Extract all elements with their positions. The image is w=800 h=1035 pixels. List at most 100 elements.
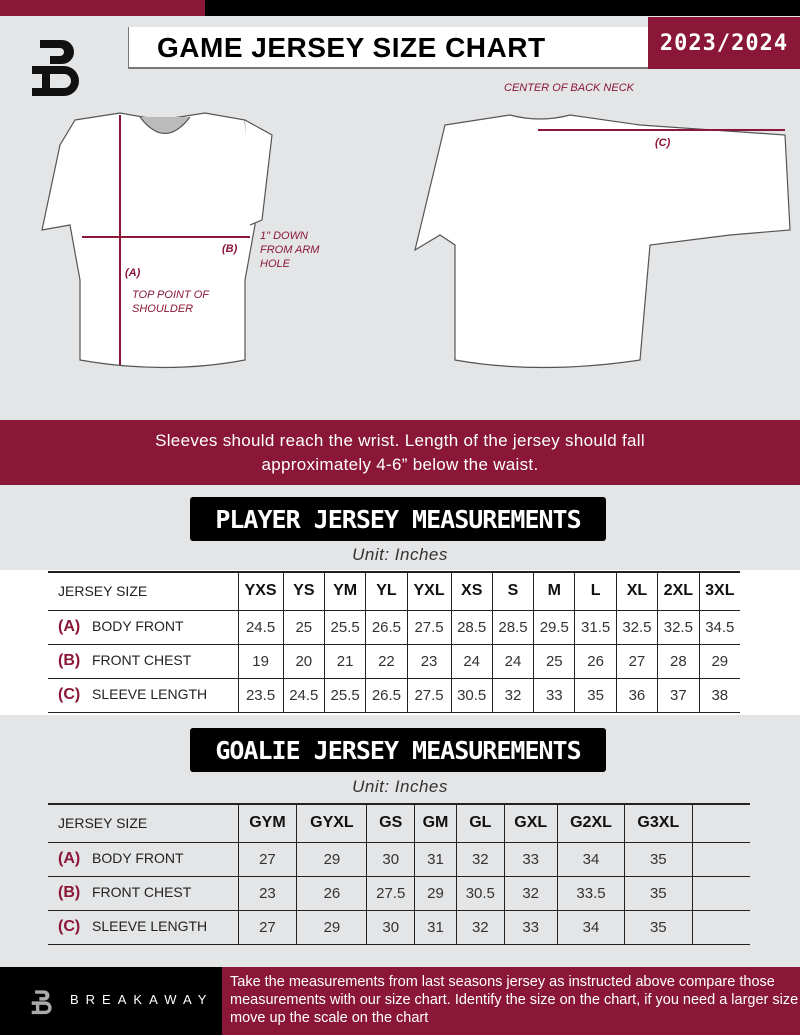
title-box: GAME JERSEY SIZE CHART xyxy=(128,27,650,69)
table-cell: 19 xyxy=(237,644,284,678)
table-cell xyxy=(691,876,750,910)
player-table: JERSEY SIZE YXS YS YM YL YXL XS S M L XL 2XL 3XL (A)… xyxy=(48,571,740,713)
table-cell: 37 xyxy=(657,678,700,712)
table-cell: 32.5 xyxy=(657,610,700,644)
center-back-neck-label: CENTER OF BACK NECK xyxy=(504,82,634,94)
size-header: XS xyxy=(450,572,493,610)
size-header: GXL xyxy=(503,804,558,842)
table-cell: 34 xyxy=(556,910,625,944)
table-cell: 32 xyxy=(491,678,534,712)
row-label-text: SLEEVE LENGTH xyxy=(92,686,208,702)
row-letter: (B) xyxy=(58,884,81,901)
table-cell: 20 xyxy=(282,644,325,678)
table-row: (A) BODY FRONT 24.5 25 25.5 26.5 27.5 28.5 28.5 2… xyxy=(48,610,740,644)
table-cell: 34 xyxy=(556,842,625,876)
row-label: (A) BODY FRONT xyxy=(48,610,238,644)
table-cell: 30.5 xyxy=(456,876,505,910)
table-cell: 26.5 xyxy=(365,610,408,644)
table-cell: 23.5 xyxy=(237,678,284,712)
table-cell: 30 xyxy=(366,910,415,944)
size-header: G3XL xyxy=(624,804,692,842)
size-header: M xyxy=(533,572,575,610)
table-cell: 33 xyxy=(503,842,558,876)
table-cell: 29.5 xyxy=(533,610,575,644)
row-label: (B) FRONT CHEST xyxy=(48,876,238,910)
row-letter: (C) xyxy=(58,918,81,935)
table-cell: 24.5 xyxy=(282,678,325,712)
goalie-header-row: JERSEY SIZE GYM GYXL GS GM GL GXL G2XL G3XL xyxy=(48,804,750,842)
table-cell: 25.5 xyxy=(323,610,366,644)
jersey-diagram xyxy=(41,112,791,369)
table-cell: 22 xyxy=(365,644,408,678)
size-header: YM xyxy=(323,572,366,610)
row-label: (A) BODY FRONT xyxy=(48,842,238,876)
footer-note: Take the measurements from last seasons … xyxy=(222,967,800,1035)
table-cell: 28.5 xyxy=(450,610,493,644)
label-a: (A) xyxy=(125,267,141,279)
size-header: GYM xyxy=(237,804,297,842)
row-label: (B) FRONT CHEST xyxy=(48,644,238,678)
size-header: G2XL xyxy=(556,804,625,842)
table-cell: 27 xyxy=(615,644,658,678)
table-cell: 25.5 xyxy=(323,678,366,712)
table-cell: 28.5 xyxy=(491,610,534,644)
row-letter: (A) xyxy=(58,618,81,635)
table-cell: 31 xyxy=(413,842,457,876)
breakaway-footer-logo-icon xyxy=(31,990,52,1015)
table-cell: 25 xyxy=(533,644,575,678)
instruction-line-2: approximately 4-6” below the waist. xyxy=(261,455,539,474)
player-unit: Unit: Inches xyxy=(352,545,448,564)
goalie-table: JERSEY SIZE GYM GYXL GS GM GL GXL G2XL G3XL (A) B… xyxy=(48,803,750,945)
table-cell: 35 xyxy=(624,842,692,876)
row-letter: (A) xyxy=(58,850,81,867)
table-cell: 26 xyxy=(296,876,367,910)
table-cell: 32 xyxy=(456,910,505,944)
size-header: XL xyxy=(615,572,658,610)
table-cell: 26.5 xyxy=(365,678,408,712)
row-label-text: BODY FRONT xyxy=(92,850,184,866)
table-cell: 30 xyxy=(366,842,415,876)
table-cell: 24.5 xyxy=(237,610,284,644)
table-row: (B) FRONT CHEST 19 20 21 22 23 24 24 25 26 27 28 29 xyxy=(48,644,740,678)
table-cell xyxy=(691,910,750,944)
table-cell: 32 xyxy=(456,842,505,876)
footer-brand-panel xyxy=(0,967,222,1035)
table-cell: 29 xyxy=(698,644,740,678)
table-cell: 23 xyxy=(406,644,452,678)
size-header: YS xyxy=(282,572,325,610)
footer-brand-name: BREAKAWAY xyxy=(70,992,214,1007)
top-accent-bar xyxy=(0,0,205,16)
page-title: GAME JERSEY SIZE CHART xyxy=(157,32,546,63)
table-cell: 32 xyxy=(503,876,558,910)
row-label-text: BODY FRONT xyxy=(92,618,184,634)
size-header: GL xyxy=(456,804,505,842)
row-letter: (B) xyxy=(58,652,81,669)
table-cell: 35 xyxy=(574,678,617,712)
row-label: (C) SLEEVE LENGTH xyxy=(48,678,238,712)
player-heading: PLAYER JERSEY MEASUREMENTS xyxy=(190,497,606,541)
size-header: GS xyxy=(366,804,415,842)
table-cell: 25 xyxy=(282,610,325,644)
player-header-row: JERSEY SIZE YXS YS YM YL YXL XS S M L XL 2XL 3XL xyxy=(48,572,740,610)
table-row: (B) FRONT CHEST 23 26 27.5 29 30.5 32 33.5 35 xyxy=(48,876,750,910)
table-cell: 33 xyxy=(503,910,558,944)
label-b: (B) xyxy=(222,243,238,255)
table-cell: 33 xyxy=(533,678,575,712)
table-cell: 36 xyxy=(615,678,658,712)
table-cell: 27 xyxy=(237,842,297,876)
jersey-size-label: JERSEY SIZE xyxy=(58,815,148,832)
row-letter: (C) xyxy=(58,686,81,703)
table-cell: 29 xyxy=(296,842,367,876)
row-label: (C) SLEEVE LENGTH xyxy=(48,910,238,944)
table-cell: 34.5 xyxy=(698,610,740,644)
table-cell: 35 xyxy=(624,910,692,944)
breakaway-logo-icon xyxy=(32,40,79,96)
table-cell: 38 xyxy=(698,678,740,712)
size-header: 2XL xyxy=(657,572,700,610)
table-cell xyxy=(691,842,750,876)
table-cell: 26 xyxy=(574,644,617,678)
table-cell: 35 xyxy=(624,876,692,910)
size-header: L xyxy=(574,572,617,610)
table-cell: 24 xyxy=(450,644,493,678)
table-cell: 33.5 xyxy=(556,876,625,910)
